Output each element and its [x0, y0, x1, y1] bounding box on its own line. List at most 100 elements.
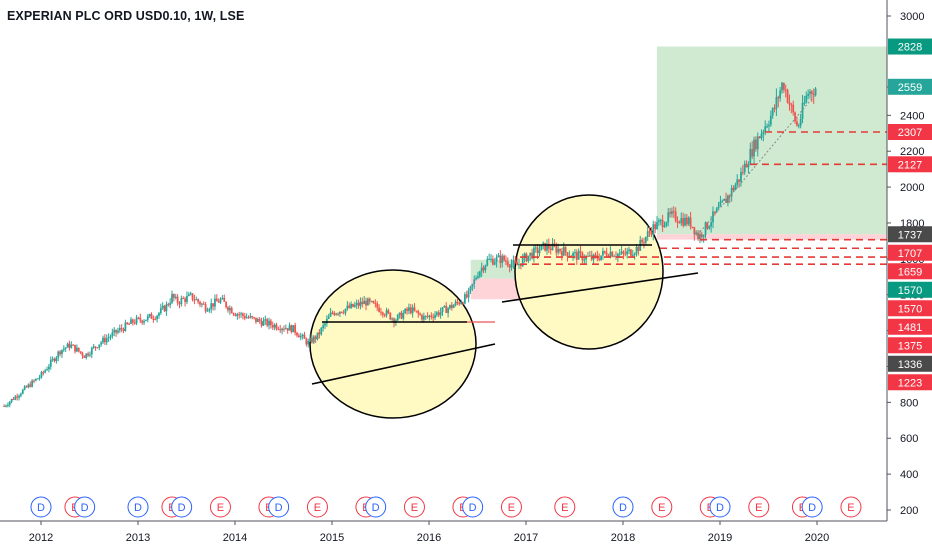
candle-body [368, 298, 371, 302]
candle-body [458, 302, 461, 305]
candle-body [12, 399, 15, 401]
candle-body [202, 303, 205, 305]
candle-body [454, 301, 457, 306]
candle-body [372, 301, 375, 304]
candle-body [206, 310, 209, 312]
candle-body [473, 279, 476, 284]
earnings-icon [840, 496, 862, 518]
earnings-icon [403, 496, 425, 518]
candle-body [628, 249, 630, 252]
candle-body [730, 187, 733, 197]
candle-body [713, 211, 716, 213]
price-badge-label: 1375 [898, 340, 922, 352]
candle-body [299, 335, 302, 338]
price-badge [888, 226, 932, 243]
candle-body [172, 294, 175, 298]
candle-body [311, 338, 313, 343]
candle-body [281, 328, 283, 331]
candle-body [557, 248, 560, 253]
candle-body [66, 343, 69, 348]
candle-body [215, 298, 218, 302]
candle-body [562, 247, 565, 256]
candle-body [814, 88, 817, 96]
candle-body [512, 260, 515, 264]
candle-body [297, 335, 300, 338]
price-badge [888, 156, 932, 173]
price-badge [888, 281, 932, 298]
candle-body [723, 198, 726, 201]
candle-body [691, 226, 694, 228]
candle-body [533, 247, 535, 259]
candle-body [715, 208, 718, 213]
candle-body [587, 256, 589, 258]
candle-body [687, 217, 690, 225]
candle-body [428, 315, 431, 317]
y-tick-label: 400 [900, 469, 918, 481]
y-tick-label: 2000 [900, 182, 924, 194]
candle-body [247, 317, 250, 319]
candle-body [441, 307, 444, 312]
candle-body [126, 322, 129, 324]
candle-body [176, 296, 179, 303]
candle-body [803, 102, 806, 104]
candle-body [111, 332, 114, 337]
candle-body [83, 355, 86, 358]
candle-body [38, 377, 41, 379]
candle-body [6, 404, 9, 406]
candle-body [378, 307, 380, 312]
candle-body [199, 301, 201, 305]
candle-body [518, 263, 520, 266]
candle-body [269, 320, 272, 326]
candle-body [49, 359, 52, 367]
candle-body [391, 318, 394, 320]
candle-body [786, 90, 789, 103]
price-badge-label: 2559 [898, 82, 922, 94]
candle-body [40, 372, 43, 378]
candle-body [460, 302, 463, 305]
candle-body [415, 310, 418, 312]
candle-body [117, 330, 119, 333]
candle-body [370, 301, 373, 303]
candle-body [210, 303, 213, 310]
candle-body [238, 314, 241, 316]
candle-body [57, 351, 60, 358]
candle-body [663, 225, 666, 228]
candle-body [644, 237, 647, 243]
candle-body [365, 300, 367, 306]
candle-body [702, 234, 705, 238]
candle-body [400, 312, 403, 319]
candle-body [70, 344, 73, 348]
candle-body [788, 102, 791, 105]
candle-body [758, 136, 761, 139]
candle-body [96, 347, 99, 349]
candle-body [424, 315, 427, 317]
candle-body [303, 334, 306, 339]
candle-body [329, 312, 332, 317]
candle-body [801, 103, 804, 119]
candle-body [749, 148, 752, 165]
candle-body [113, 329, 116, 333]
candle-body [154, 318, 157, 320]
price-badge [888, 124, 932, 141]
candle-body [434, 314, 436, 318]
candle-body [413, 307, 416, 311]
candle-body [189, 293, 192, 295]
candle-body [630, 249, 632, 256]
candle-body [436, 312, 438, 315]
candle-body [174, 296, 177, 298]
dividend-icon-label: D [178, 502, 186, 514]
candle-body [421, 314, 423, 320]
candle-body [574, 252, 576, 254]
candle-body [622, 251, 625, 254]
candle-body [262, 320, 265, 326]
candle-body [346, 305, 349, 309]
price-badge-label: 1659 [898, 266, 922, 278]
candle-body [288, 325, 291, 331]
candle-body [258, 319, 261, 322]
candle-body [741, 172, 744, 174]
candle-body [145, 319, 147, 321]
candle-body [21, 389, 24, 394]
candle-body [161, 305, 164, 309]
candle-body [439, 311, 442, 316]
